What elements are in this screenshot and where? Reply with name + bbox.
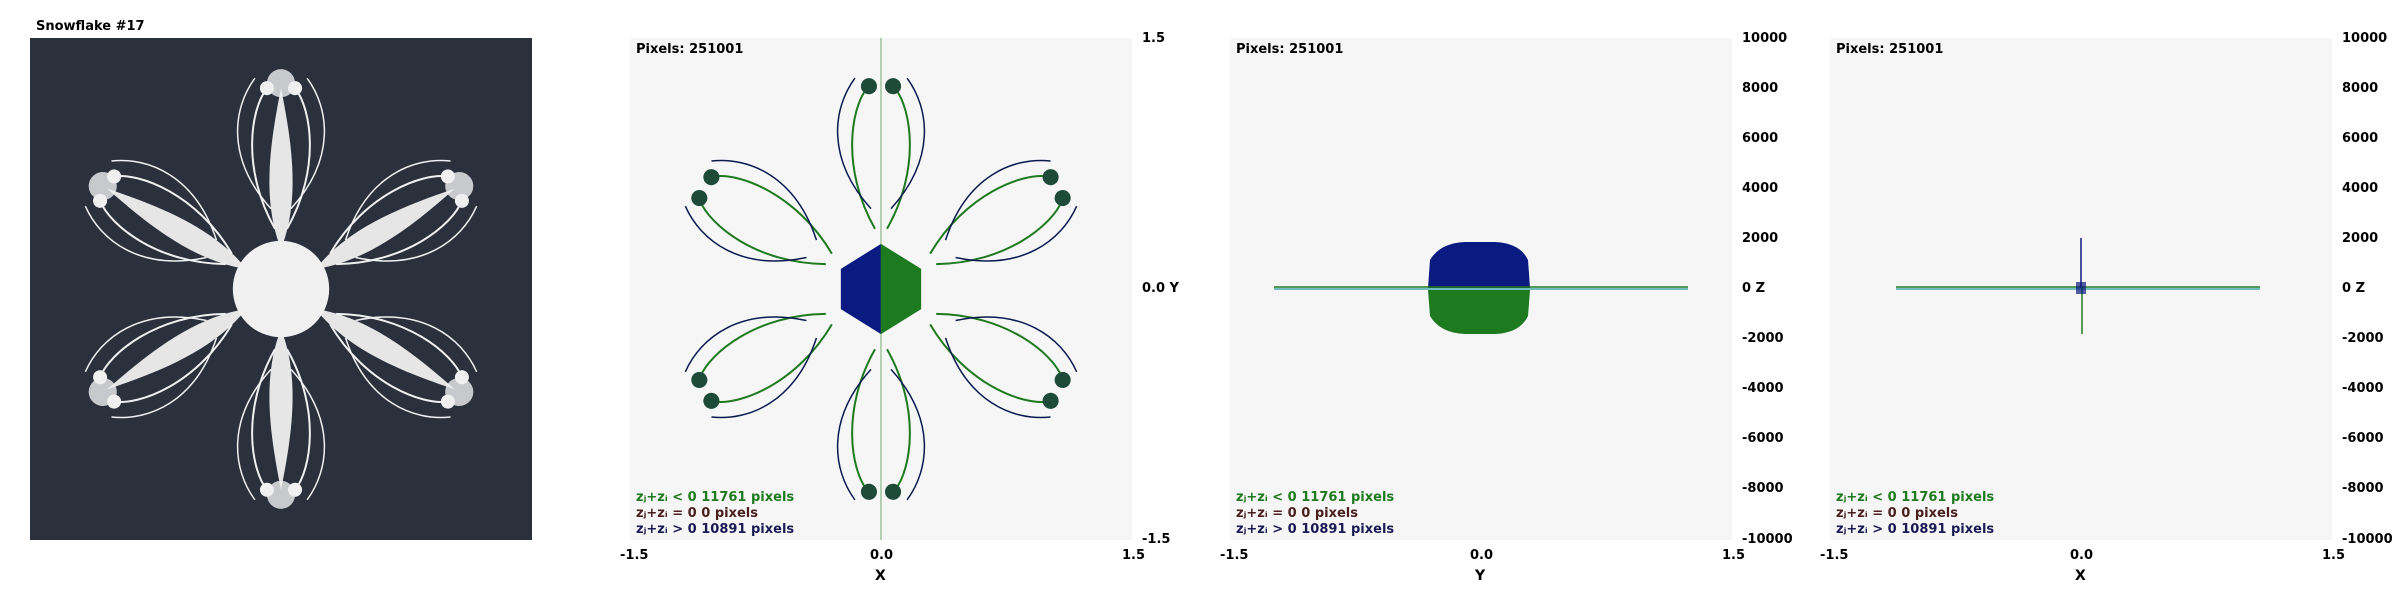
z-tick-label: -10000 bbox=[1742, 532, 1793, 547]
legend: zⱼ+zᵢ < 0 11761 pixels zⱼ+zᵢ = 0 0 pixel… bbox=[1836, 490, 1994, 538]
z-tick-label: -8000 bbox=[2342, 481, 2384, 496]
legend-negative: zⱼ+zᵢ < 0 11761 pixels bbox=[636, 490, 795, 505]
x-tick-label: 0.0 bbox=[870, 548, 894, 563]
legend: zⱼ+zᵢ < 0 11761 pixels zⱼ+zᵢ = 0 0 pixel… bbox=[636, 490, 794, 538]
xy-projection-image bbox=[675, 38, 1087, 540]
pixel-count: Pixels: 251001 bbox=[636, 42, 744, 57]
z-tick-label: -4000 bbox=[2342, 381, 2384, 396]
z-tick-label: 4000 bbox=[1742, 181, 1779, 196]
xz-projection-panel: Pixels: 251001 zⱼ+zᵢ < 0 11761 pixels zⱼ… bbox=[1830, 38, 2332, 540]
y-tick-label: 0.0 Y bbox=[1142, 281, 1179, 296]
snowflake-image bbox=[67, 68, 495, 510]
z-tick-label: -8000 bbox=[1742, 481, 1784, 496]
fractal-render bbox=[30, 38, 532, 540]
z-tick-label: -10000 bbox=[2342, 532, 2393, 547]
z-tick-label: 10000 bbox=[1742, 31, 1788, 46]
x-tick-label: 0.0 bbox=[1470, 548, 1494, 563]
legend-positive: zⱼ+zᵢ > 0 10891 pixels bbox=[1236, 522, 1395, 537]
x-tick-label: 1.5 bbox=[1722, 548, 1746, 563]
legend-zero: zⱼ+zᵢ = 0 0 pixels bbox=[1836, 506, 1958, 521]
legend-zero: zⱼ+zᵢ = 0 0 pixels bbox=[636, 506, 758, 521]
z-tick-label: 6000 bbox=[2342, 131, 2379, 146]
legend: zⱼ+zᵢ < 0 11761 pixels zⱼ+zᵢ = 0 0 pixel… bbox=[1236, 490, 1394, 538]
xz-projection-image bbox=[1896, 238, 2260, 334]
pixel-count: Pixels: 251001 bbox=[1836, 42, 1944, 57]
x-tick-label: -1.5 bbox=[1820, 548, 1849, 563]
z-tick-label: 4000 bbox=[2342, 181, 2379, 196]
x-tick-label: 1.5 bbox=[1122, 548, 1146, 563]
legend-negative: zⱼ+zᵢ < 0 11761 pixels bbox=[1236, 490, 1395, 505]
z-tick-label: 10000 bbox=[2342, 31, 2388, 46]
x-tick-label: 1.5 bbox=[2322, 548, 2346, 563]
legend-positive: zⱼ+zᵢ > 0 10891 pixels bbox=[636, 522, 795, 537]
pixel-count: Pixels: 251001 bbox=[1236, 42, 1344, 57]
z-tick-label: 8000 bbox=[2342, 81, 2379, 96]
legend-negative: zⱼ+zᵢ < 0 11761 pixels bbox=[1836, 490, 1995, 505]
z-tick-label: 2000 bbox=[2342, 231, 2379, 246]
z-tick-label: 0 Z bbox=[2342, 281, 2365, 296]
xy-projection-panel: Pixels: 251001 zⱼ+zᵢ < 0 11761 pixels zⱼ… bbox=[630, 38, 1132, 540]
x-tick-label: -1.5 bbox=[620, 548, 649, 563]
z-tick-label: 2000 bbox=[1742, 231, 1779, 246]
x-axis-label: X bbox=[2075, 568, 2086, 584]
z-tick-label: -2000 bbox=[1742, 331, 1784, 346]
z-tick-label: -2000 bbox=[2342, 331, 2384, 346]
x-tick-label: -1.5 bbox=[1220, 548, 1249, 563]
x-axis-label: Y bbox=[1475, 568, 1486, 584]
y-tick-label: 1.5 bbox=[1142, 31, 1166, 46]
x-axis-label: X bbox=[875, 568, 886, 584]
z-tick-label: 6000 bbox=[1742, 131, 1779, 146]
z-tick-label: 0 Z bbox=[1742, 281, 1765, 296]
x-tick-label: 0.0 bbox=[2070, 548, 2094, 563]
z-tick-label: 8000 bbox=[1742, 81, 1779, 96]
yz-projection-panel: Pixels: 251001 zⱼ+zᵢ < 0 11761 pixels zⱼ… bbox=[1230, 38, 1732, 540]
legend-zero: zⱼ+zᵢ = 0 0 pixels bbox=[1236, 506, 1358, 521]
yz-projection-image bbox=[1274, 242, 1688, 334]
y-tick-label: -1.5 bbox=[1142, 532, 1171, 547]
z-tick-label: -4000 bbox=[1742, 381, 1784, 396]
legend-positive: zⱼ+zᵢ > 0 10891 pixels bbox=[1836, 522, 1995, 537]
z-tick-label: -6000 bbox=[1742, 431, 1784, 446]
z-tick-label: -6000 bbox=[2342, 431, 2384, 446]
window-title: Snowflake #17 bbox=[36, 19, 145, 34]
